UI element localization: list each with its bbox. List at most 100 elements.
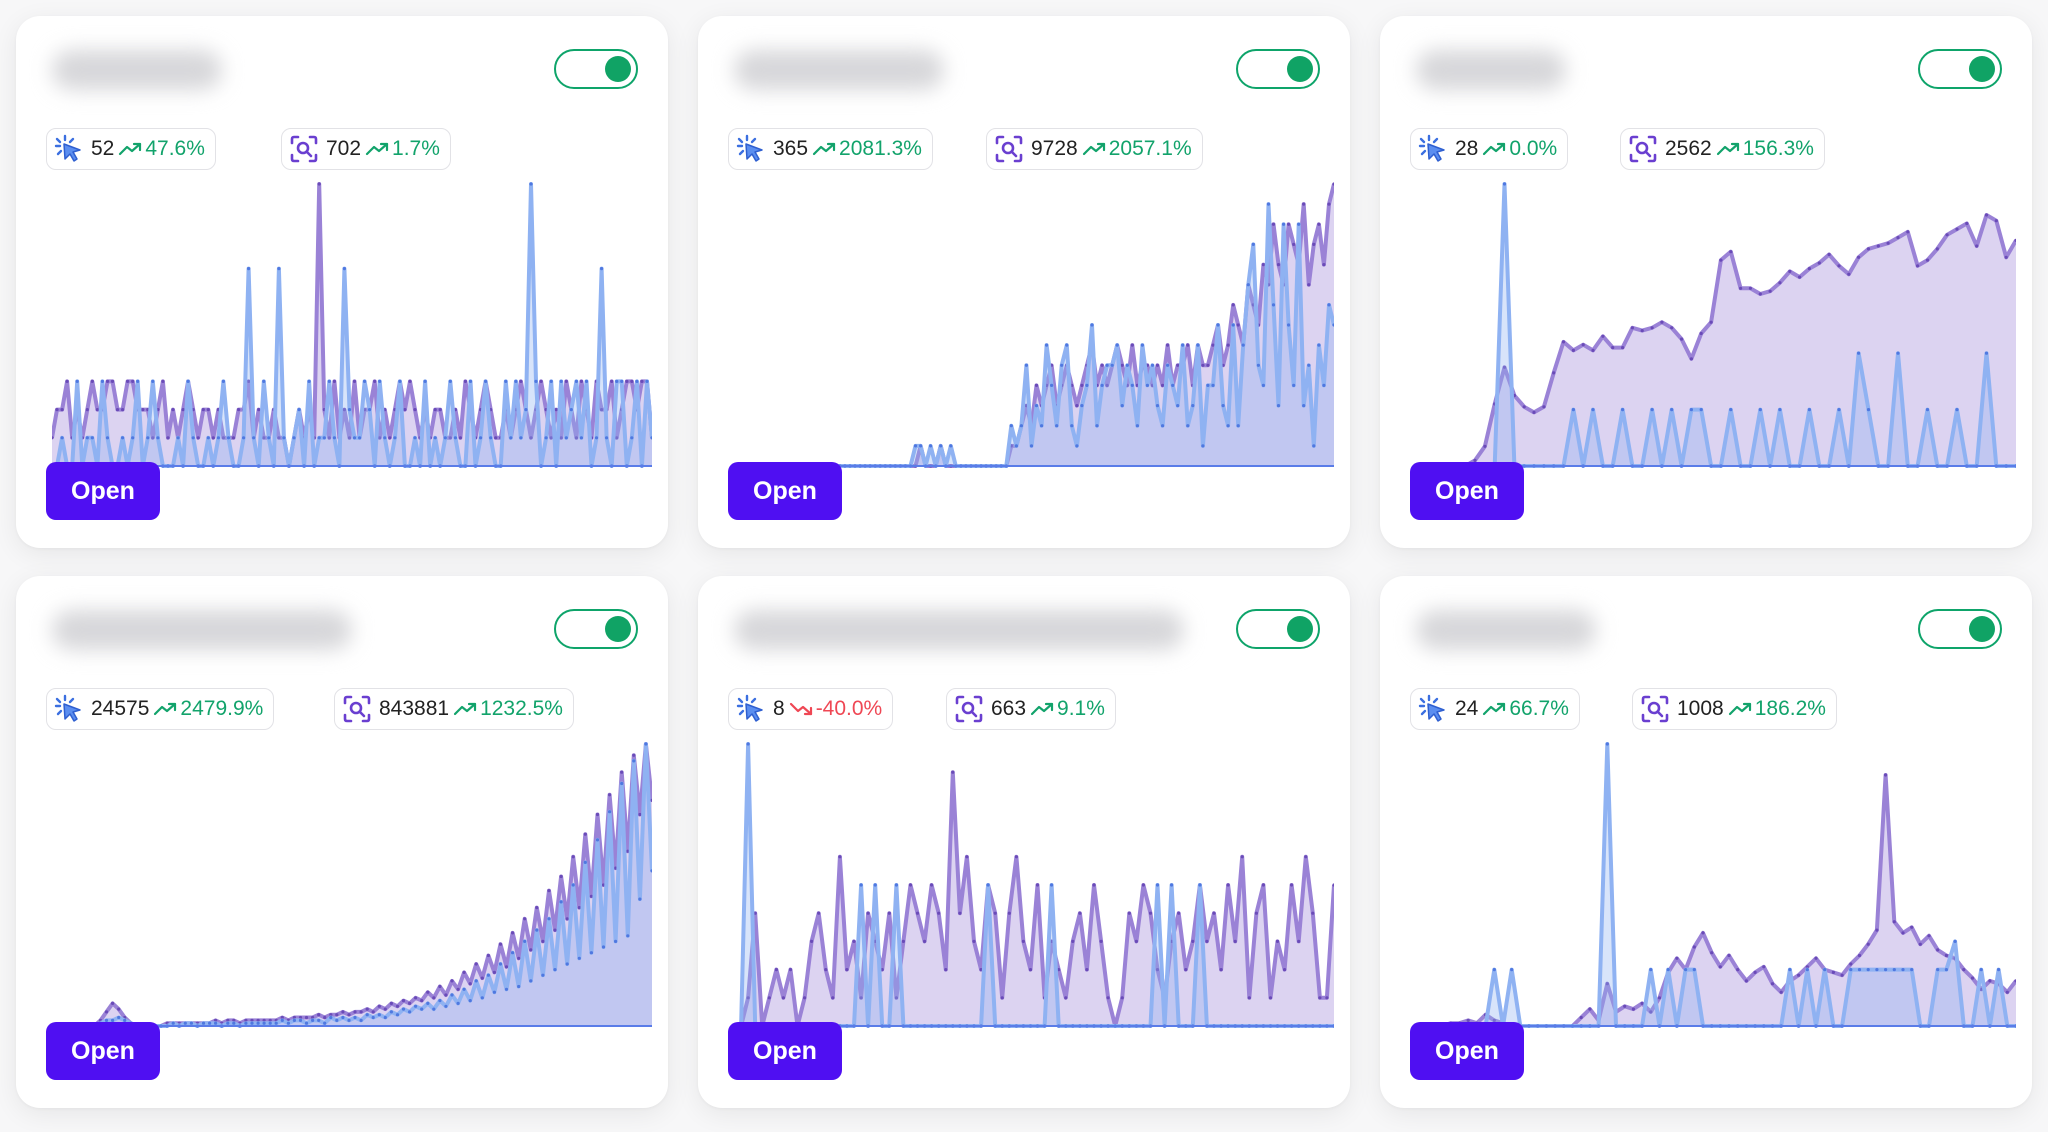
site-card: 365 2081.3% 9728 2057.1% Open bbox=[698, 16, 1350, 548]
clicks-point bbox=[286, 1021, 290, 1025]
impressions-point bbox=[474, 962, 478, 966]
clicks-point bbox=[60, 436, 64, 440]
impressions-point bbox=[408, 379, 412, 383]
clicks-point bbox=[529, 182, 533, 186]
site-toggle[interactable] bbox=[1236, 609, 1320, 649]
impressions-point bbox=[65, 379, 69, 383]
clicks-point bbox=[1953, 939, 1957, 943]
impressions-point bbox=[1155, 968, 1160, 972]
trend-up-icon bbox=[153, 700, 180, 718]
clicks-change-text: -40.0% bbox=[815, 697, 883, 720]
open-button[interactable]: Open bbox=[1410, 1022, 1524, 1080]
impressions-point bbox=[1318, 996, 1322, 1000]
clicks-point bbox=[292, 436, 296, 440]
clicks-point bbox=[232, 1021, 236, 1025]
impressions-point bbox=[1034, 383, 1039, 387]
clicks-point bbox=[1216, 323, 1220, 327]
site-toggle[interactable] bbox=[554, 49, 638, 89]
impressions-point bbox=[2005, 990, 2009, 994]
search-scan-icon bbox=[288, 133, 320, 165]
impressions-point bbox=[85, 408, 89, 412]
trend-up-icon bbox=[1030, 700, 1057, 718]
clicks-point bbox=[504, 987, 509, 991]
clicks-point bbox=[1251, 242, 1255, 246]
open-button[interactable]: Open bbox=[46, 1022, 160, 1080]
impressions-point bbox=[1571, 348, 1575, 352]
clicks-point bbox=[492, 990, 496, 994]
clicks-point bbox=[242, 436, 246, 440]
impressions-point bbox=[498, 942, 503, 946]
impressions-point bbox=[1866, 247, 1871, 251]
clicks-value: 8 bbox=[773, 697, 785, 720]
impressions-change: 156.3% bbox=[1716, 137, 1814, 161]
clicks-point bbox=[1181, 343, 1185, 347]
clicks-area bbox=[1416, 744, 2016, 1026]
open-button[interactable]: Open bbox=[728, 1022, 842, 1080]
site-toggle[interactable] bbox=[1918, 49, 2002, 89]
clicks-point bbox=[146, 436, 150, 440]
impressions-point bbox=[517, 956, 521, 960]
impressions-point bbox=[1332, 883, 1334, 887]
impressions-point bbox=[887, 911, 891, 915]
impressions-point bbox=[1945, 233, 1949, 237]
traffic-chart bbox=[734, 736, 1334, 1036]
impressions-point bbox=[395, 1004, 400, 1008]
impressions-change: 9.1% bbox=[1030, 697, 1105, 721]
impressions-point bbox=[432, 996, 436, 1000]
impressions-point bbox=[298, 1015, 303, 1020]
impressions-point bbox=[1710, 951, 1714, 955]
clicks-point bbox=[1186, 424, 1190, 428]
clicks-point bbox=[1171, 383, 1175, 387]
clicks-point bbox=[327, 379, 331, 383]
impressions-point bbox=[1130, 343, 1134, 347]
open-button[interactable]: Open bbox=[728, 462, 842, 520]
search-scan-icon bbox=[341, 693, 373, 725]
clicks-point bbox=[1095, 424, 1099, 428]
impressions-point bbox=[638, 812, 642, 817]
clicks-point bbox=[136, 379, 140, 383]
impressions-point bbox=[1805, 965, 1809, 969]
clicks-point bbox=[486, 973, 490, 977]
impressions-point bbox=[1100, 363, 1104, 367]
search-scan-icon bbox=[1627, 133, 1659, 165]
clicks-point bbox=[1837, 408, 1841, 412]
clicks-point bbox=[1115, 343, 1119, 347]
clicks-point bbox=[1666, 968, 1670, 972]
clicks-point bbox=[216, 436, 220, 440]
impressions-point bbox=[181, 408, 185, 412]
impressions-point bbox=[1000, 996, 1004, 1000]
impressions-change-text: 186.2% bbox=[1754, 697, 1826, 720]
clicks-point bbox=[363, 379, 367, 383]
open-button[interactable]: Open bbox=[46, 462, 160, 520]
impressions-point bbox=[323, 1015, 327, 1020]
impressions-point bbox=[2014, 238, 2016, 242]
clicks-change-text: 47.6% bbox=[145, 137, 205, 160]
clicks-point bbox=[1155, 404, 1160, 408]
impressions-point bbox=[450, 979, 454, 983]
clicks-point bbox=[504, 379, 508, 383]
impressions-point bbox=[1327, 202, 1331, 206]
open-button[interactable]: Open bbox=[1410, 462, 1524, 520]
clicks-point bbox=[584, 379, 589, 383]
impressions-line bbox=[734, 770, 1334, 1028]
impressions-point bbox=[965, 855, 969, 859]
impressions-point bbox=[126, 379, 130, 383]
site-toggle[interactable] bbox=[1918, 609, 2002, 649]
impressions-point bbox=[60, 408, 64, 412]
site-toggle[interactable] bbox=[1236, 49, 1320, 89]
clicks-point bbox=[1857, 351, 1861, 355]
impressions-point bbox=[1729, 250, 1733, 254]
clicks-point bbox=[104, 1018, 109, 1022]
site-toggle[interactable] bbox=[554, 609, 638, 649]
clicks-change-text: 0.0% bbox=[1509, 137, 1558, 160]
impressions-point bbox=[1186, 343, 1190, 347]
impressions-point bbox=[1979, 987, 1983, 991]
impressions-point bbox=[377, 1004, 381, 1008]
impressions-point bbox=[486, 953, 490, 958]
impressions-point bbox=[95, 408, 99, 412]
impressions-point bbox=[1621, 346, 1625, 350]
impressions-point bbox=[831, 996, 835, 1000]
impressions-badge: 1008 186.2% bbox=[1632, 688, 1837, 730]
impressions-point bbox=[1884, 773, 1888, 777]
clicks-point bbox=[438, 999, 442, 1003]
